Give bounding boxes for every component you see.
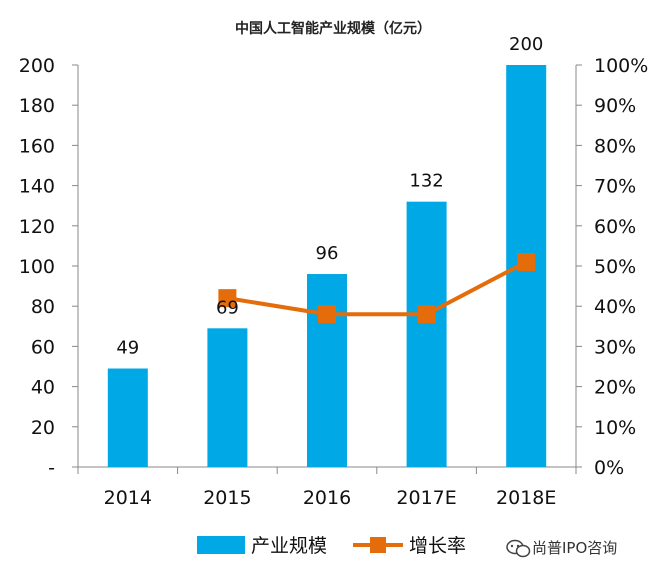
x-tick-label: 2018E — [496, 487, 556, 509]
growth-rate-point — [417, 305, 436, 324]
watermark-text: 尚普IPO咨询 — [532, 539, 617, 557]
left-tick-label: 140 — [19, 176, 55, 198]
bar-2016 — [307, 274, 347, 467]
right-tick-label: 90% — [594, 95, 636, 117]
left-tick-label: 180 — [19, 95, 55, 117]
left-tick-label: 160 — [19, 135, 55, 157]
right-tick-label: 100% — [594, 55, 648, 77]
watermark: 尚普IPO咨询 — [506, 539, 617, 558]
chart-title: 中国人工智能产业规模（亿元） — [235, 20, 431, 37]
left-tick-label: 20 — [31, 417, 55, 439]
right-tick-label: 70% — [594, 176, 636, 198]
growth-rate-point — [318, 305, 336, 324]
right-tick-label: 0% — [594, 457, 624, 479]
bar-data-label: 132 — [409, 171, 443, 192]
data-labels: 49 69 96 132 200 — [116, 34, 543, 359]
left-tick-label: 40 — [31, 377, 55, 399]
x-tick-label: 2015 — [203, 487, 251, 509]
right-tick-label: 10% — [594, 417, 636, 439]
bar-data-label: 69 — [216, 297, 239, 318]
right-tick-label: 40% — [594, 296, 636, 318]
left-tick-label: 120 — [19, 216, 55, 238]
left-tick-label: 100 — [19, 256, 55, 278]
bar-data-label: 200 — [509, 34, 543, 55]
legend-swatch-bar — [197, 536, 245, 554]
bar-2015 — [207, 328, 248, 467]
bar-series — [107, 65, 547, 467]
growth-rate-point — [218, 289, 237, 308]
x-tick-label: 2016 — [303, 487, 351, 509]
legend-swatch-marker — [370, 537, 386, 553]
right-tick-label: 80% — [594, 135, 636, 157]
right-tick-label: 30% — [594, 336, 636, 358]
axes: - 20 40 60 80 100 120 140 160 180 200 0% 10% 20% 30% 40… — [19, 55, 649, 509]
x-tick-label: 2014 — [104, 487, 152, 509]
growth-rate-line — [227, 260, 528, 317]
left-tick-label: 60 — [31, 336, 55, 358]
growth-rate-point — [517, 252, 536, 271]
wechat-icon — [506, 539, 531, 558]
bar-data-label: 96 — [316, 243, 339, 264]
line-series — [218, 252, 536, 324]
x-tick-label: 2017E — [396, 487, 456, 509]
bar-data-label: 49 — [116, 338, 139, 359]
legend-label-line: 增长率 — [409, 535, 466, 557]
left-tick-label: 200 — [19, 55, 55, 77]
left-tick-label: - — [48, 457, 55, 479]
legend-label-bar: 产业规模 — [251, 535, 327, 557]
right-tick-label: 60% — [594, 216, 636, 238]
legend: 产业规模 增长率 — [197, 535, 466, 557]
bar-2014 — [107, 368, 148, 467]
left-tick-label: 80 — [31, 296, 55, 318]
right-tick-label: 50% — [594, 256, 636, 278]
bar-2017E — [406, 201, 447, 467]
right-tick-label: 20% — [594, 377, 636, 399]
